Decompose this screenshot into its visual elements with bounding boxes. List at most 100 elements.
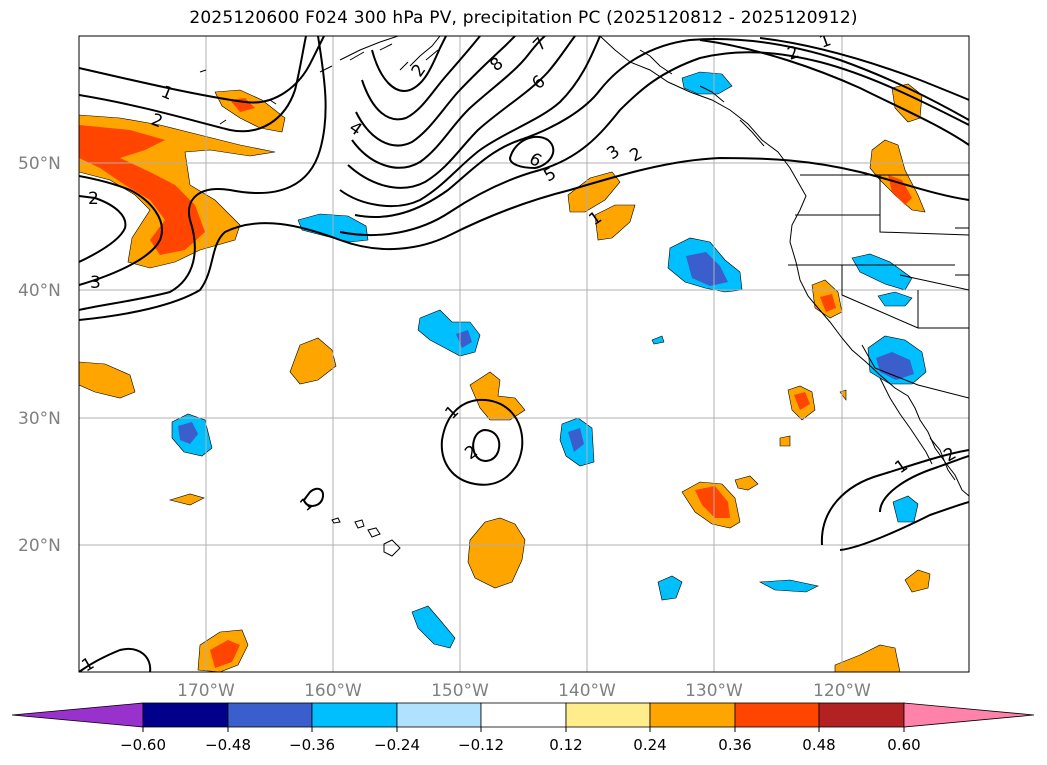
pv-contour-6 [351, 36, 546, 169]
baja-coastline [879, 377, 933, 465]
precip-positive-core [210, 640, 240, 668]
contour-label: 2 [88, 189, 99, 209]
map-border [78, 35, 970, 673]
colorbar-label: −0.36 [289, 736, 335, 754]
precip-positive-region [467, 517, 526, 589]
pv-contour-east-1 [759, 37, 969, 101]
pv-contour-east-2 [699, 39, 969, 146]
colorbar-label: −0.48 [205, 736, 251, 754]
precip-positive-core [79, 125, 205, 255]
precip-negative-region [758, 579, 819, 593]
lon-label: 130°W [685, 681, 743, 701]
lat-label: 20°N [18, 536, 61, 556]
colorbar-label: 0.12 [549, 736, 582, 754]
colorbar-swatch [818, 702, 905, 728]
pv-contour-2 [79, 36, 307, 133]
colorbar-label: 0.60 [887, 736, 920, 754]
lon-label: 160°W [304, 681, 362, 701]
pv-contour-se-3 [839, 501, 969, 551]
lon-label: 120°W [813, 681, 871, 701]
lon-label: 150°W [431, 681, 489, 701]
lat-label: 30°N [18, 409, 61, 429]
lon-label: 140°W [558, 681, 616, 701]
pv-contour-5 [347, 36, 576, 189]
pv-contour-ring-1 [440, 398, 524, 486]
colorbar-label: −0.24 [374, 736, 420, 754]
colorbar-swatch [396, 702, 482, 728]
pv-contour-se-1 [820, 449, 969, 546]
precip-positive-region [779, 435, 791, 447]
pv-contour-inner [371, 36, 447, 92]
mexico-coast [929, 437, 956, 481]
colorbar-label: −0.60 [120, 736, 166, 754]
pv-contour-7 [355, 36, 516, 147]
colorbar-ticks [142, 727, 905, 732]
colorbar-swatch [734, 702, 820, 728]
precip-positive-region [734, 475, 759, 491]
precip-positive-region [289, 337, 337, 385]
precip-negative-region [657, 575, 683, 601]
pv-contour-3c [354, 37, 969, 218]
pv-contour-3b [79, 195, 127, 263]
colorbar-label: 0.36 [718, 736, 751, 754]
map-background [79, 36, 969, 672]
colorbar [11, 702, 1035, 728]
pv-contour-small-1 [302, 487, 324, 507]
precip-positive-core [794, 392, 810, 410]
colorbar-label: 0.48 [802, 736, 835, 754]
us-state-borders [788, 175, 969, 399]
precip-negative-region [681, 71, 733, 95]
precip-positive-core [695, 486, 730, 518]
precip-negative-region [892, 495, 919, 523]
colorbar-labels: −0.60 −0.48 −0.36 −0.24 −0.12 0.12 0.24 … [120, 736, 921, 754]
pv-contour-2c [339, 51, 969, 237]
longitude-labels: 170°W 160°W 150°W 140°W 130°W 120°W [177, 681, 871, 701]
north-america-coastline [599, 36, 969, 497]
colorbar-swatch [311, 702, 398, 728]
colorbar-extend-high [903, 702, 1035, 728]
precip-positive-region [469, 371, 526, 421]
precip-negative-core [568, 428, 584, 452]
hawaii-islands [331, 517, 401, 557]
colorbar-extend-low [11, 702, 144, 728]
precip-negative-core [178, 422, 198, 444]
colorbar-swatch [649, 702, 736, 728]
colorbar-swatch [480, 702, 567, 728]
colorbar-swatch [142, 702, 229, 728]
pv-contour-1 [79, 36, 325, 104]
precip-positive-core [888, 175, 912, 205]
pv-contour-3 [79, 36, 327, 311]
pv-contour-6b [508, 135, 555, 170]
lat-label: 40°N [18, 281, 61, 301]
coastlines [199, 36, 969, 557]
lon-label: 170°W [177, 681, 235, 701]
chart-title: 2025120600 F024 300 hPa PV, precipitatio… [189, 8, 858, 28]
precip-negative-region [877, 291, 913, 307]
precip-positive-region [594, 204, 636, 241]
precip-negative-region [411, 605, 456, 649]
latitude-labels: 50°N 40°N 30°N 20°N [18, 154, 61, 556]
pv-contour-2b [79, 175, 163, 286]
pv-contour-8 [361, 36, 481, 121]
lat-label: 50°N [18, 154, 61, 174]
precip-negative-core [876, 352, 914, 380]
colorbar-label: 0.24 [633, 736, 666, 754]
pv-contour-sw-1 [79, 647, 152, 672]
pv-contours [79, 36, 969, 672]
precip-negative-region [851, 253, 913, 291]
colorbar-swatch [565, 702, 651, 728]
precip-positive-core [820, 294, 836, 312]
pv-contour-outer [79, 156, 969, 321]
alaska-coast [339, 36, 441, 67]
precip-positive-region [904, 569, 931, 593]
precip-negative-region [651, 335, 665, 345]
contour-label: 3 [90, 273, 101, 293]
precip-positive-region [79, 361, 136, 399]
precip-positive-region [567, 171, 621, 213]
map-content: 1 2 2 3 4 5 6 6 7 8 2 3 2 1 2 1 1 2 1 1 … [79, 36, 969, 672]
precip-positive-region [168, 493, 205, 506]
alaska-islands [199, 43, 439, 125]
gridlines [79, 36, 969, 672]
colorbar-label: −0.12 [458, 736, 504, 754]
